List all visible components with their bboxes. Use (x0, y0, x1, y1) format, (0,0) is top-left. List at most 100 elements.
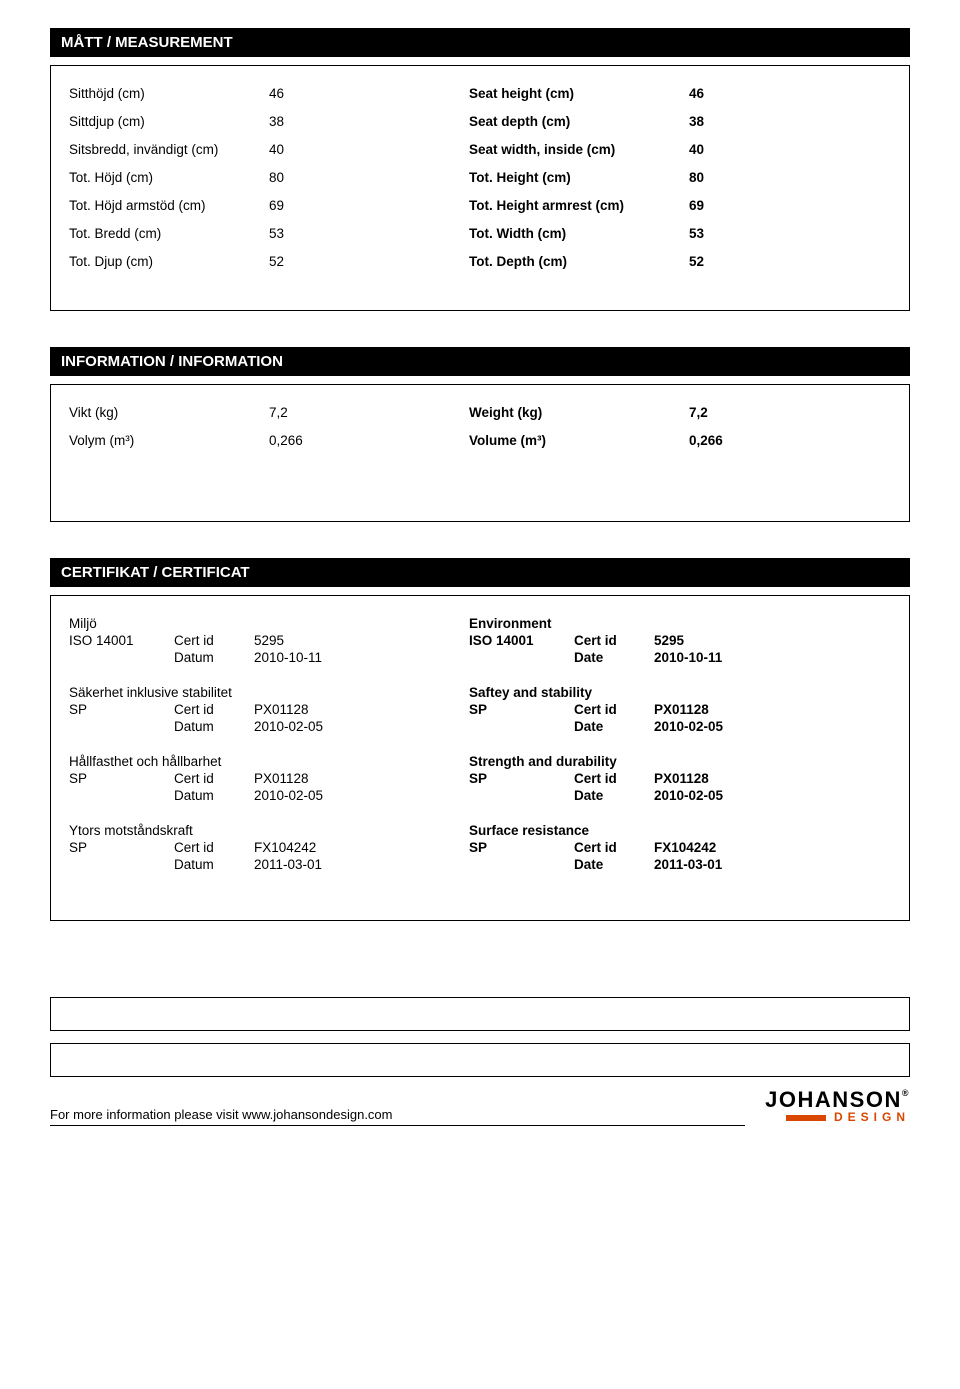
data-row: Vikt (kg)7,2Weight (kg)7,2 (69, 405, 891, 420)
cert-title-right: Environment (469, 616, 869, 631)
label-left: Tot. Höjd armstöd (cm) (69, 198, 269, 213)
label-right: Seat depth (cm) (469, 114, 689, 129)
information-header: INFORMATION / INFORMATION (50, 347, 910, 376)
cert-id-right: PX01128 (654, 702, 869, 717)
label-right: Tot. Height armrest (cm) (469, 198, 689, 213)
data-row: Sittdjup (cm)38Seat depth (cm)38 (69, 114, 891, 129)
cert-empty (469, 788, 574, 803)
value-left: 80 (269, 170, 469, 185)
cert-id-label-left: Cert id (174, 840, 254, 855)
cert-org-right: SP (469, 771, 574, 786)
value-right: 7,2 (689, 405, 729, 420)
label-left: Sitsbredd, invändigt (cm) (69, 142, 269, 157)
data-row: Sitsbredd, invändigt (cm)40Seat width, i… (69, 142, 891, 157)
label-right: Volume (m³) (469, 433, 689, 448)
logo: JOHANSON® DESIGN (765, 1089, 910, 1126)
label-right: Tot. Width (cm) (469, 226, 689, 241)
cert-id-left: 5295 (254, 633, 469, 648)
measurement-box: Sitthöjd (cm)46Seat height (cm)46Sittdju… (50, 65, 910, 311)
cert-date-right: 2011-03-01 (654, 857, 869, 872)
cert-empty (469, 650, 574, 665)
value-left: 52 (269, 254, 469, 269)
cert-group: Ytors motståndskraftSurface resistance SP… (69, 823, 891, 872)
cert-id-right: PX01128 (654, 771, 869, 786)
value-left: 38 (269, 114, 469, 129)
data-row: Tot. Höjd armstöd (cm) 69Tot. Height armr… (69, 198, 891, 213)
cert-title-left: Säkerhet inklusive stabilitet (69, 685, 469, 700)
label-right: Tot. Height (cm) (469, 170, 689, 185)
cert-title-right: Surface resistance (469, 823, 869, 838)
value-left: 0,266 (269, 433, 469, 448)
label-left: Vikt (kg) (69, 405, 269, 420)
cert-id-label-left: Cert id (174, 633, 254, 648)
cert-id-left: PX01128 (254, 702, 469, 717)
cert-id-right: FX104242 (654, 840, 869, 855)
cert-empty (69, 857, 174, 872)
cert-id-label-right: Cert id (574, 633, 654, 648)
logo-sub: DESIGN (765, 1111, 910, 1124)
label-left: Tot. Djup (cm) (69, 254, 269, 269)
value-right: 69 (689, 198, 729, 213)
cert-group: Säkerhet inklusive stabilitetSaftey and … (69, 685, 891, 734)
cert-date-left: 2010-02-05 (254, 788, 469, 803)
value-left: 53 (269, 226, 469, 241)
cert-org-left: SP (69, 771, 174, 786)
certificate-header: CERTIFIKAT / CERTIFICAT (50, 558, 910, 587)
label-left: Sittdjup (cm) (69, 114, 269, 129)
cert-date-label-right: Date (574, 650, 654, 665)
data-row: Tot. Höjd (cm)80Tot. Height (cm)80 (69, 170, 891, 185)
value-left: 7,2 (269, 405, 469, 420)
certificate-box: MiljöEnvironmentISO 14001Cert id5295ISO … (50, 595, 910, 921)
cert-date-label-left: Datum (174, 788, 254, 803)
label-right: Tot. Depth (cm) (469, 254, 689, 269)
cert-empty (69, 719, 174, 734)
cert-title-right: Saftey and stability (469, 685, 869, 700)
value-right: 53 (689, 226, 729, 241)
cert-org-right: ISO 14001 (469, 633, 574, 648)
cert-title-left: Hållfasthet och hållbarhet (69, 754, 469, 769)
cert-org-left: SP (69, 840, 174, 855)
cert-date-label-left: Datum (174, 719, 254, 734)
value-right: 0,266 (689, 433, 729, 448)
value-left: 40 (269, 142, 469, 157)
cert-date-left: 2011-03-01 (254, 857, 469, 872)
information-box: Vikt (kg)7,2Weight (kg)7,2Volym (m³)0,26… (50, 384, 910, 522)
value-right: 38 (689, 114, 729, 129)
cert-date-right: 2010-02-05 (654, 719, 869, 734)
value-right: 52 (689, 254, 729, 269)
logo-main: JOHANSON® (765, 1089, 910, 1111)
cert-empty (469, 719, 574, 734)
cert-date-label-right: Date (574, 857, 654, 872)
cert-title-left: Ytors motståndskraft (69, 823, 469, 838)
cert-date-label-right: Date (574, 788, 654, 803)
label-right: Weight (kg) (469, 405, 689, 420)
cert-title-right: Strength and durability (469, 754, 869, 769)
cert-id-right: 5295 (654, 633, 869, 648)
cert-id-left: PX01128 (254, 771, 469, 786)
label-right: Seat width, inside (cm) (469, 142, 689, 157)
cert-id-label-right: Cert id (574, 702, 654, 717)
empty-box-1 (50, 997, 910, 1031)
cert-date-left: 2010-02-05 (254, 719, 469, 734)
cert-id-label-left: Cert id (174, 702, 254, 717)
cert-org-left: SP (69, 702, 174, 717)
measurement-header: MÅTT / MEASUREMENT (50, 28, 910, 57)
cert-date-right: 2010-02-05 (654, 788, 869, 803)
cert-org-right: SP (469, 702, 574, 717)
cert-date-label-left: Datum (174, 857, 254, 872)
label-left: Tot. Bredd (cm) (69, 226, 269, 241)
cert-date-label-right: Date (574, 719, 654, 734)
cert-date-right: 2010-10-11 (654, 650, 869, 665)
footer-text: For more information please visit www.jo… (50, 1107, 745, 1126)
footer: For more information please visit www.jo… (50, 1089, 910, 1126)
label-left: Volym (m³) (69, 433, 269, 448)
cert-org-right: SP (469, 840, 574, 855)
cert-id-label-left: Cert id (174, 771, 254, 786)
cert-title-left: Miljö (69, 616, 469, 631)
cert-empty (469, 857, 574, 872)
cert-id-label-right: Cert id (574, 840, 654, 855)
cert-id-label-right: Cert id (574, 771, 654, 786)
cert-group: MiljöEnvironmentISO 14001Cert id5295ISO … (69, 616, 891, 665)
label-right: Seat height (cm) (469, 86, 689, 101)
cert-org-left: ISO 14001 (69, 633, 174, 648)
